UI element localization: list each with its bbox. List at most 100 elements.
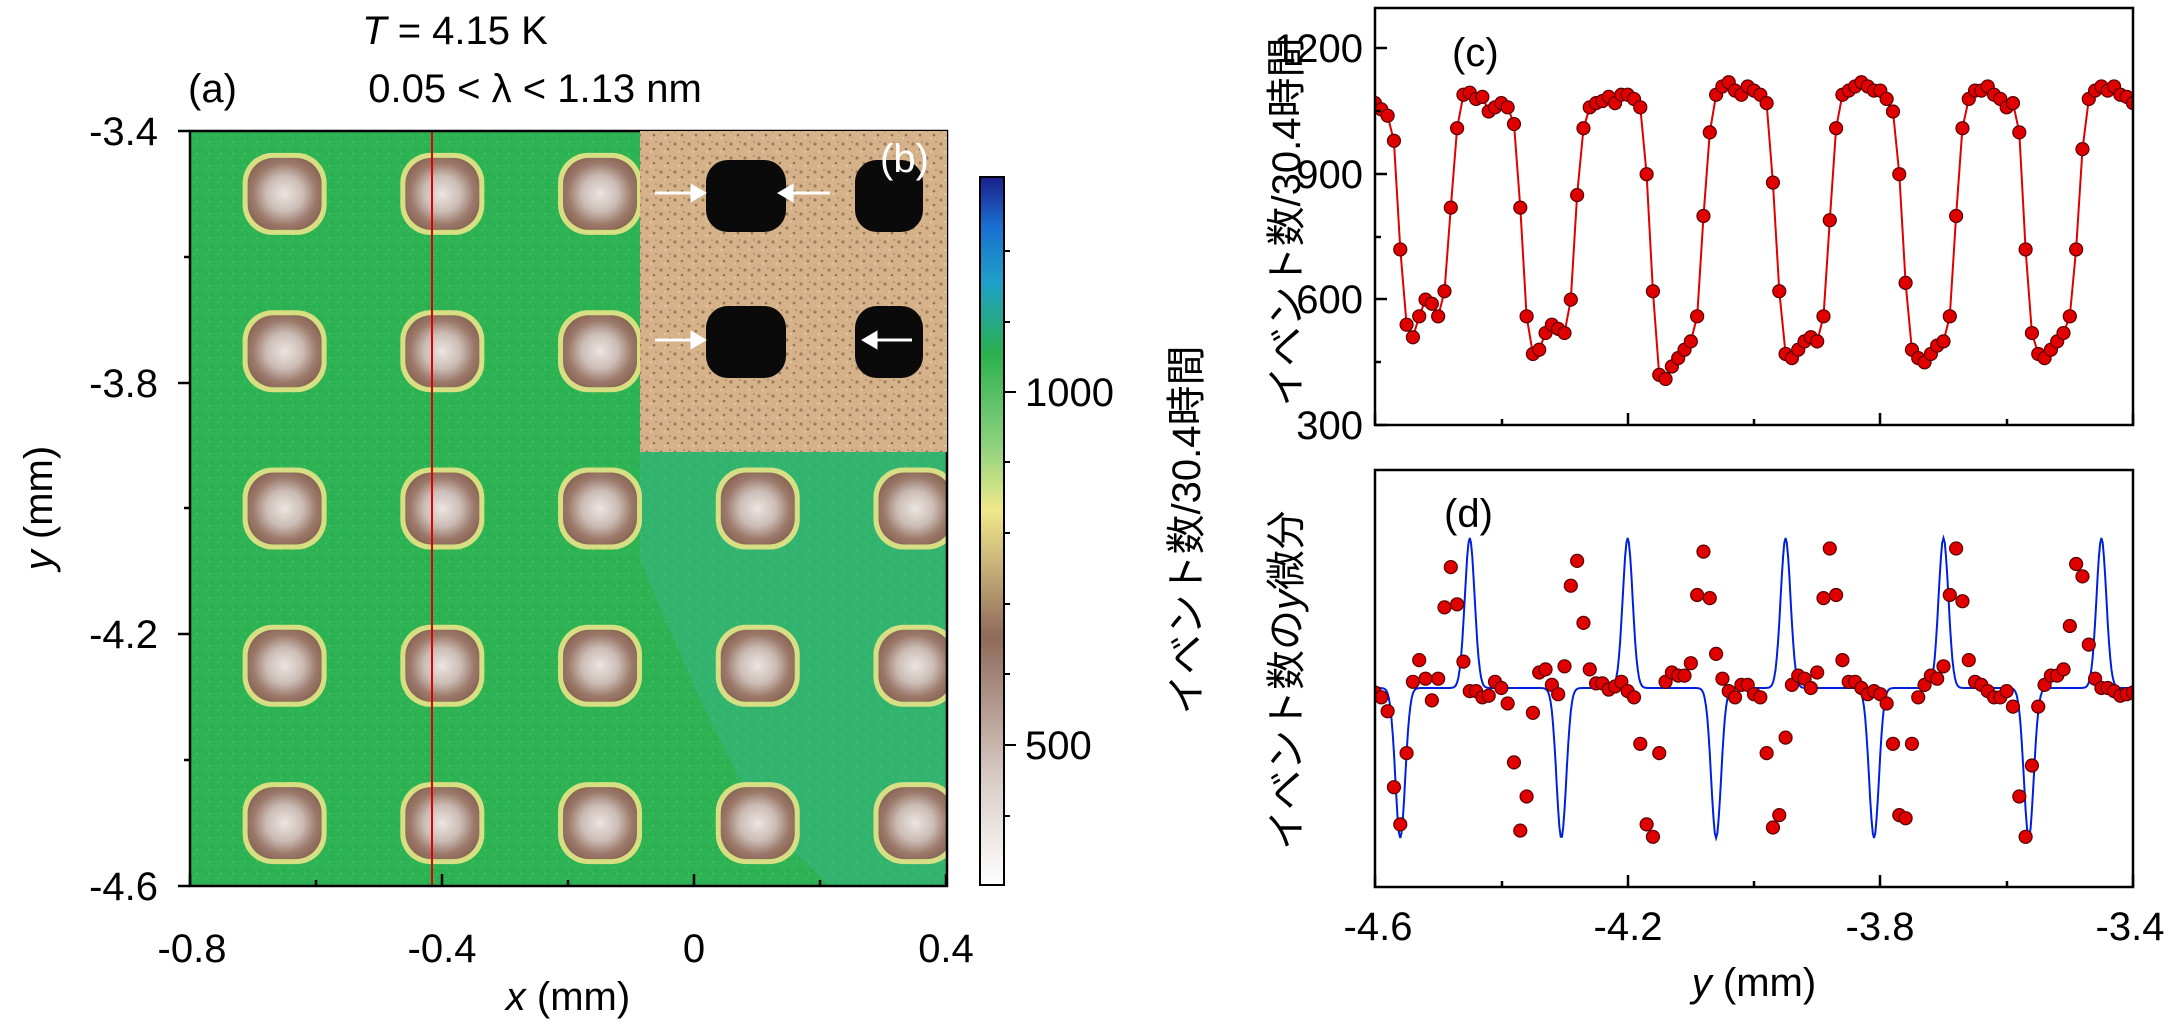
panel-d-ticks bbox=[1373, 875, 2135, 887]
data-point bbox=[2056, 325, 2071, 341]
shared-xlabel: y (mm) bbox=[1689, 961, 1816, 1005]
data-point bbox=[1626, 690, 1642, 705]
data-point bbox=[1424, 296, 1439, 311]
data-point bbox=[1525, 705, 1541, 720]
data-point bbox=[1412, 309, 1427, 324]
data-point bbox=[1645, 284, 1661, 299]
panel-a-title-line2: 0.05 < λ < 1.13 nm bbox=[368, 67, 702, 111]
data-point bbox=[1822, 541, 1837, 556]
data-point bbox=[1690, 309, 1705, 324]
data-point bbox=[1393, 242, 1408, 257]
data-point bbox=[1557, 325, 1572, 341]
data-point bbox=[1835, 652, 1850, 668]
data-point bbox=[1955, 121, 1970, 136]
data-point bbox=[1437, 600, 1452, 615]
inset-hole-4 bbox=[855, 306, 923, 378]
data-point bbox=[1437, 284, 1452, 299]
hole bbox=[405, 315, 480, 388]
data-point bbox=[1930, 671, 1945, 686]
data-point bbox=[1538, 662, 1553, 677]
data-point bbox=[1936, 659, 1951, 674]
data-point bbox=[1727, 690, 1743, 705]
colorbar-tick-0: 1000 bbox=[1025, 371, 1114, 415]
hole bbox=[405, 787, 480, 860]
data-point bbox=[1949, 208, 1964, 224]
hole bbox=[247, 157, 322, 230]
hole bbox=[878, 787, 947, 860]
data-point bbox=[1450, 121, 1465, 136]
panel-b-letter: (b) bbox=[880, 137, 929, 181]
hole bbox=[405, 472, 480, 545]
data-point bbox=[1879, 91, 1894, 107]
data-point bbox=[1829, 587, 1844, 603]
hole bbox=[563, 472, 638, 545]
data-point bbox=[1949, 541, 1964, 556]
data-point bbox=[1677, 668, 1692, 683]
data-point bbox=[1443, 200, 1458, 215]
data-point bbox=[1816, 590, 1831, 606]
data-point bbox=[1892, 167, 1907, 182]
inset-hole-1 bbox=[706, 160, 786, 232]
data-point bbox=[1582, 662, 1597, 677]
data-point bbox=[1563, 578, 1578, 593]
panel-c-ytick-3: 300 bbox=[1296, 404, 1363, 448]
data-point bbox=[1399, 745, 1414, 761]
hole bbox=[563, 787, 638, 860]
panel-a-letter: (a) bbox=[188, 67, 237, 111]
data-point bbox=[2018, 829, 2033, 844]
panel-c-ytick-2: 600 bbox=[1296, 278, 1363, 322]
panel-a-xtick-3: 0.4 bbox=[918, 927, 974, 971]
data-point bbox=[1456, 654, 1471, 669]
data-point bbox=[1481, 688, 1496, 703]
panel-a-ytick-2: -4.2 bbox=[89, 613, 158, 657]
series-d-points bbox=[1375, 541, 2133, 844]
panel-a-ytick-0: -3.4 bbox=[89, 110, 158, 154]
data-point bbox=[1942, 587, 1957, 603]
panel-c-letter: (c) bbox=[1452, 31, 1499, 75]
data-point bbox=[1506, 116, 1522, 132]
data-point bbox=[1702, 590, 1717, 606]
hole bbox=[247, 629, 322, 702]
panel-b: (b) bbox=[640, 131, 947, 452]
data-point bbox=[1576, 121, 1591, 136]
data-point bbox=[1816, 309, 1831, 324]
data-point bbox=[1885, 104, 1901, 119]
data-point bbox=[1810, 665, 1825, 680]
data-point bbox=[1418, 671, 1433, 686]
data-point bbox=[1753, 690, 1768, 705]
inset-arrowhead-2 bbox=[777, 183, 794, 203]
panel-c-ticks bbox=[1373, 46, 2135, 427]
data-point bbox=[1633, 736, 1648, 751]
data-point bbox=[1702, 125, 1717, 140]
data-point bbox=[2075, 142, 2090, 157]
data-point bbox=[1658, 371, 1673, 387]
data-point bbox=[1393, 817, 1408, 832]
data-point bbox=[1683, 334, 1698, 349]
data-point bbox=[1879, 696, 1894, 711]
data-point bbox=[1513, 200, 1528, 215]
data-point bbox=[1399, 317, 1414, 332]
panel-a-ytick-1: -3.8 bbox=[89, 362, 158, 406]
data-point bbox=[2081, 637, 2096, 652]
data-point bbox=[1765, 820, 1781, 835]
data-point bbox=[1803, 680, 1818, 696]
data-point bbox=[1942, 309, 1957, 324]
data-point bbox=[1715, 671, 1730, 686]
data-point bbox=[1645, 829, 1661, 844]
hole bbox=[563, 157, 638, 230]
panel-a-ytick-3: -4.6 bbox=[89, 865, 158, 909]
panel-a: T = 4.15 K 0.05 < λ < 1.13 nm (a) bbox=[17, 9, 1209, 1019]
panel-a-xtick-2: 0 bbox=[683, 927, 705, 971]
colorbar-tick-1: 500 bbox=[1025, 724, 1092, 768]
panel-c: (c) 1200 900 600 300 イベント数/30.4時間 bbox=[1265, 6, 2135, 448]
data-point bbox=[1936, 334, 1951, 349]
hole bbox=[563, 629, 638, 702]
data-point bbox=[1380, 108, 1395, 123]
data-point bbox=[1696, 208, 1711, 224]
data-point bbox=[2024, 758, 2040, 773]
data-point bbox=[1639, 817, 1654, 832]
inset-arrowhead-1 bbox=[690, 183, 707, 203]
inset-hole-2 bbox=[855, 160, 923, 232]
data-point bbox=[1778, 730, 1793, 745]
data-point bbox=[2012, 125, 2027, 140]
